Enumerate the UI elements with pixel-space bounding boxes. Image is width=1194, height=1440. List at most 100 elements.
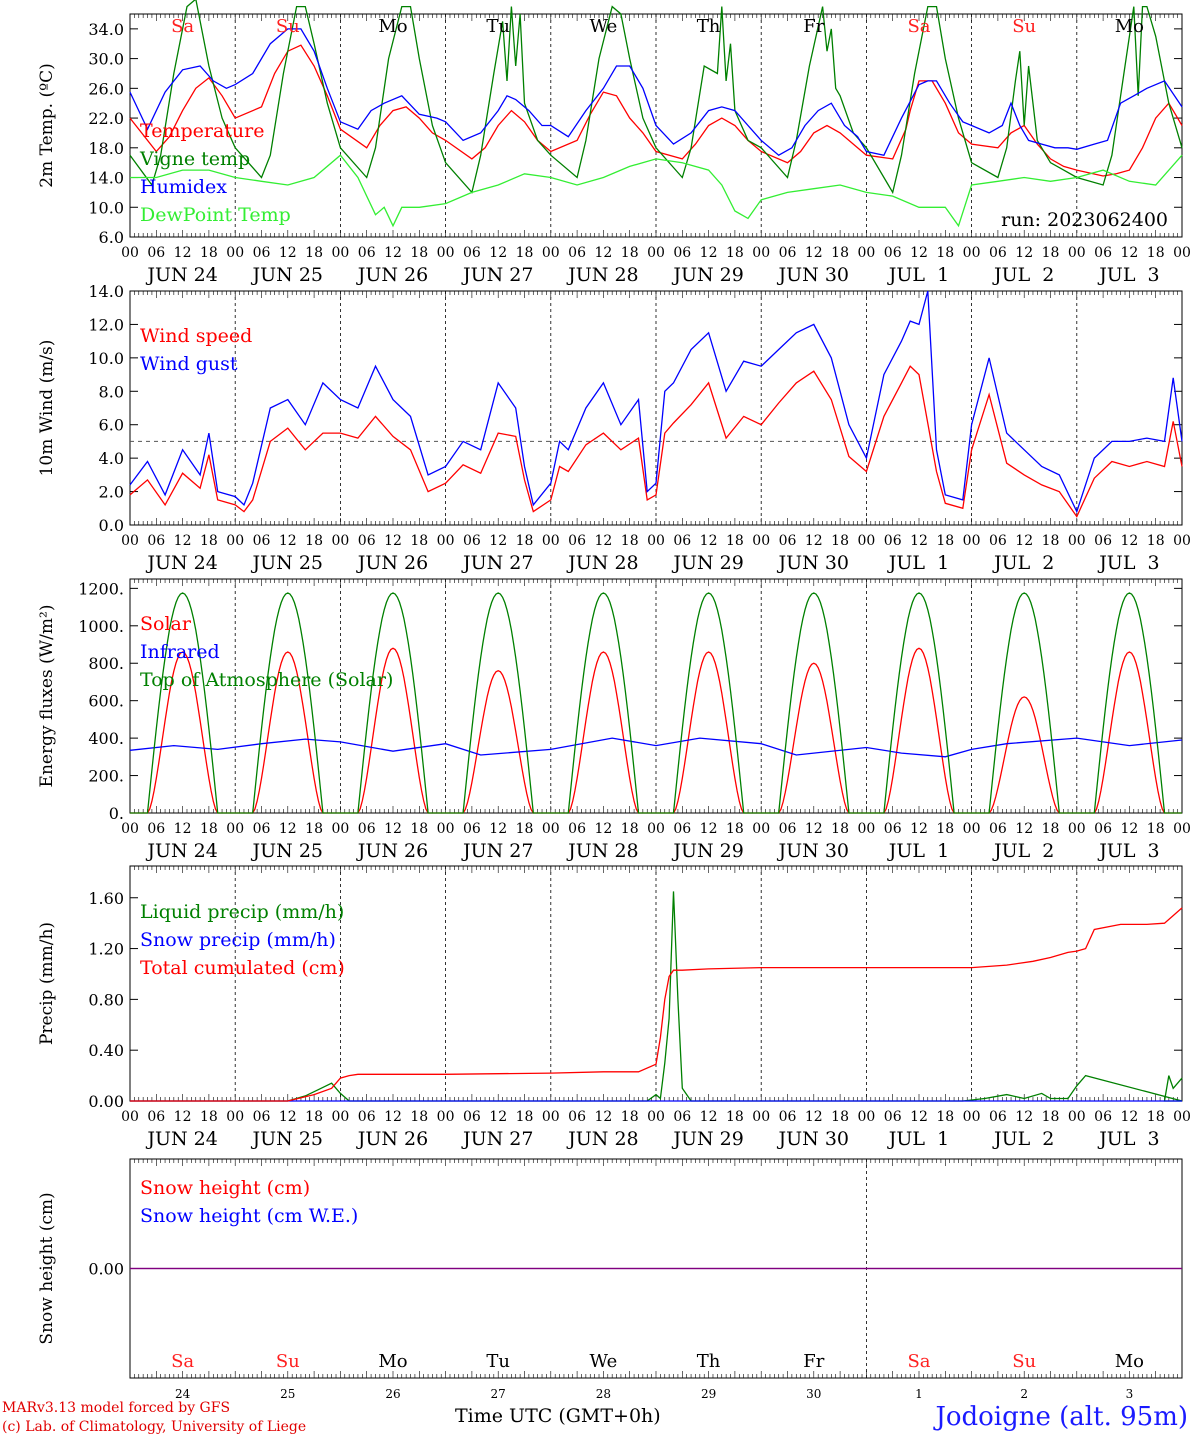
hour-label: 12 bbox=[910, 1109, 928, 1125]
panel-1: 6.0 10.0 14.0 18.0 22.0 26.0 30.0 34.0 2m Temp. … bbox=[37, 0, 1191, 286]
legend-entry: Snow height (cm W.E.) bbox=[140, 1205, 358, 1227]
hour-label: 18 bbox=[410, 533, 428, 549]
hour-label: 18 bbox=[305, 821, 323, 837]
legend-entry: Infrared bbox=[140, 641, 220, 663]
hour-label: 06 bbox=[463, 245, 481, 261]
weekday-label: Mo bbox=[378, 16, 407, 37]
model-credit: MARv3.13 model forced by GFS bbox=[2, 1400, 231, 1416]
hour-label: 00 bbox=[963, 821, 981, 837]
hour-label: 12 bbox=[805, 245, 823, 261]
series-line-3 bbox=[129, 28, 1183, 156]
hour-label: 18 bbox=[1042, 821, 1060, 837]
hour-label: 12 bbox=[700, 245, 718, 261]
hour-label: 18 bbox=[410, 1109, 428, 1125]
y-axis-label: Snow height (cm) bbox=[37, 1192, 57, 1344]
hour-label: 18 bbox=[726, 821, 744, 837]
hour-label: 06 bbox=[989, 821, 1007, 837]
day-number-label: 3 bbox=[1126, 1387, 1134, 1401]
weekday-label: Mo bbox=[1115, 16, 1144, 37]
legend-entry: Wind speed bbox=[140, 325, 252, 347]
hour-label: 06 bbox=[779, 245, 797, 261]
weekday-label: We bbox=[590, 1351, 618, 1372]
date-label: JUL 2 bbox=[992, 1128, 1054, 1150]
hour-label: 12 bbox=[1120, 245, 1138, 261]
hour-label: 12 bbox=[1015, 1109, 1033, 1125]
hour-label: 12 bbox=[384, 821, 402, 837]
y-tick-label: 34.0 bbox=[88, 20, 124, 39]
weekday-label: Sa bbox=[907, 1351, 930, 1372]
legend-entry: Vigne temp bbox=[139, 148, 250, 170]
hour-label: 06 bbox=[673, 245, 691, 261]
hour-label: 06 bbox=[989, 1109, 1007, 1125]
date-label: JUN 24 bbox=[145, 264, 217, 286]
hour-label: 06 bbox=[1094, 1109, 1112, 1125]
date-label: JUN 30 bbox=[777, 264, 849, 286]
hour-label: 12 bbox=[1015, 533, 1033, 549]
hour-label: 06 bbox=[253, 821, 271, 837]
hour-label: 00 bbox=[752, 821, 770, 837]
hour-label: 06 bbox=[884, 245, 902, 261]
hour-label: 18 bbox=[516, 1109, 534, 1125]
day-number-label: 27 bbox=[491, 1387, 506, 1401]
hour-label: 00 bbox=[331, 245, 349, 261]
hour-label: 00 bbox=[437, 821, 455, 837]
y-tick-label: 4.0 bbox=[99, 449, 124, 468]
hour-label: 06 bbox=[884, 1109, 902, 1125]
hour-label: 00 bbox=[963, 1109, 981, 1125]
hour-label: 00 bbox=[752, 1109, 770, 1125]
y-axis-label: Energy fluxes (W/m²) bbox=[37, 605, 57, 788]
y-axis-label: 2m Temp. (ºC) bbox=[37, 63, 57, 188]
date-label: JUL 1 bbox=[887, 840, 949, 862]
hour-label: 12 bbox=[910, 245, 928, 261]
hour-label: 00 bbox=[647, 533, 665, 549]
legend-entry: Wind gust bbox=[140, 353, 238, 375]
hour-label: 18 bbox=[1147, 1109, 1165, 1125]
hour-label: 06 bbox=[673, 821, 691, 837]
date-label: JUN 25 bbox=[251, 552, 323, 574]
panel-3: 0. 200. 400. 600. 800. 1000. 1200. Energy fluxe… bbox=[37, 578, 1191, 862]
series-line-3 bbox=[130, 907, 1183, 1102]
hour-label: 00 bbox=[1068, 1109, 1086, 1125]
hour-label: 12 bbox=[174, 1109, 192, 1125]
date-label: JUN 24 bbox=[145, 840, 217, 862]
hour-label: 18 bbox=[831, 245, 849, 261]
date-label: JUN 26 bbox=[356, 552, 428, 574]
y-tick-label: 0.80 bbox=[88, 990, 124, 1009]
series-line-4 bbox=[130, 154, 1183, 228]
hour-label: 18 bbox=[1147, 245, 1165, 261]
hour-label: 12 bbox=[700, 533, 718, 549]
hour-label: 06 bbox=[989, 533, 1007, 549]
hour-label: 18 bbox=[516, 821, 534, 837]
y-tick-label: 1200. bbox=[78, 579, 124, 598]
date-label: JUN 29 bbox=[671, 264, 743, 286]
hour-label: 00 bbox=[752, 533, 770, 549]
hour-label: 00 bbox=[647, 821, 665, 837]
hour-label: 00 bbox=[963, 245, 981, 261]
hour-label: 12 bbox=[805, 1109, 823, 1125]
panel-2: 0.0 2.0 4.0 6.0 8.0 10.0 12.0 14.0 10m Wind (m/s… bbox=[37, 282, 1191, 574]
day-number-label: 30 bbox=[806, 1387, 821, 1401]
y-tick-label: 10.0 bbox=[88, 198, 124, 217]
hour-label: 06 bbox=[463, 533, 481, 549]
day-number-label: 1 bbox=[915, 1387, 923, 1401]
hour-label: 18 bbox=[621, 1109, 639, 1125]
hour-label: 12 bbox=[805, 821, 823, 837]
hour-label: 06 bbox=[568, 245, 586, 261]
y-tick-label: 0.40 bbox=[88, 1041, 124, 1060]
hour-label: 06 bbox=[568, 1109, 586, 1125]
y-tick-label: 6.0 bbox=[99, 416, 124, 435]
weekday-label: Su bbox=[1012, 1351, 1036, 1372]
hour-label: 12 bbox=[1015, 821, 1033, 837]
hour-label: 18 bbox=[726, 533, 744, 549]
panel-5: 0.00 Snow height (cm) Snow height (cm) Snow… bbox=[37, 1158, 1183, 1401]
hour-label: 12 bbox=[594, 245, 612, 261]
hour-label: 00 bbox=[963, 533, 981, 549]
weekday-label: Su bbox=[276, 16, 300, 37]
station-label: Jodoigne (alt. 95m) bbox=[935, 1402, 1188, 1432]
y-tick-label: 10.0 bbox=[88, 349, 124, 368]
hour-label: 06 bbox=[253, 245, 271, 261]
hour-label: 12 bbox=[279, 1109, 297, 1125]
panel-4: 0.00 0.40 0.80 1.20 1.60 Precip (mm/h) Liquid … bbox=[37, 865, 1191, 1150]
date-label: JUN 29 bbox=[671, 840, 743, 862]
y-tick-label: 8.0 bbox=[99, 382, 124, 401]
